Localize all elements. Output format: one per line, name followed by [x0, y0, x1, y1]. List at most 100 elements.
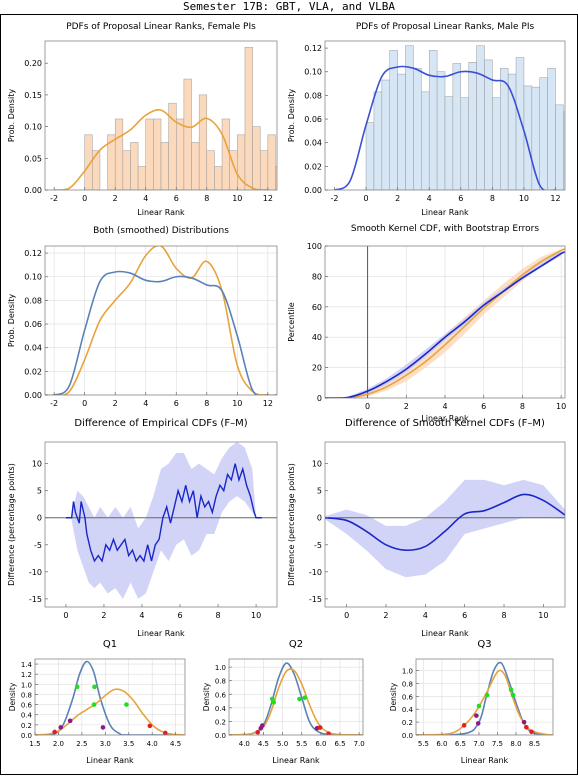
y-tick-label: 0.05 [24, 154, 42, 163]
y-tick-label: 0 [317, 514, 322, 523]
x-tick-label: 10 [232, 399, 242, 408]
x-tick-label: 3.5 [123, 740, 134, 748]
x-tick-label: 5.0 [277, 740, 288, 748]
y-tick-label: 10 [32, 460, 42, 469]
x-tick-label: 7.0 [354, 740, 365, 748]
histogram-bar [259, 150, 269, 190]
x-tick-label: 7.5 [492, 740, 503, 748]
y-tick-label: 0.2 [21, 722, 32, 730]
y-tick-label: 0.4 [21, 712, 33, 720]
histogram-bar [452, 63, 462, 190]
plot-area-female-hist [54, 47, 291, 190]
chart-title: Q1 [103, 639, 117, 650]
histogram-bar [145, 118, 154, 190]
y-tick-label: 0.15 [24, 91, 42, 100]
quantile-marker [58, 725, 64, 730]
quantile-marker [461, 723, 467, 728]
x-tick-label: 6.5 [455, 740, 466, 748]
quantile-marker [508, 687, 514, 693]
series-line [35, 660, 185, 735]
y-tick-label: 0.08 [304, 91, 322, 100]
chart-title: Difference of Smooth Kernel CDFs (F–M) [345, 418, 545, 429]
histogram-bar [283, 182, 291, 190]
x-tick-label: 4.5 [170, 740, 181, 748]
x-axis-label: Linear Rank [272, 756, 320, 765]
quantile-marker [476, 703, 482, 709]
x-tick-label: 8.0 [510, 740, 521, 748]
plot-frame [34, 658, 186, 736]
histogram-bar [381, 79, 390, 190]
quantile-marker [326, 731, 331, 735]
chart-kde-diff: 0 2 4 6 8 10 -15 -10 -5 0 5 10 Difference of Smooth … [287, 418, 566, 638]
x-axis-label: Linear Rank [421, 414, 469, 423]
chart-title: Q3 [477, 639, 491, 650]
chart-both-dist: -2 0 2 4 6 8 10 12 0.00 0.02 0.04 0.06 0.08 0.10 0.12 B… [7, 226, 278, 408]
histogram-bar [153, 118, 162, 190]
y-axis-label: Percentile [287, 302, 296, 342]
chart-title: Smooth Kernel CDF, with Bootstrap Errors [351, 224, 539, 234]
quantile-marker [92, 684, 97, 690]
x-tick-label: 6 [174, 399, 179, 408]
histogram-bar [214, 166, 223, 190]
histogram-bar [365, 122, 375, 190]
x-tick-label: 6.5 [334, 740, 345, 748]
x-tick-label: 12 [550, 194, 560, 203]
y-tick-label: -10 [309, 568, 322, 577]
histogram-bar [547, 67, 556, 190]
chart-q3: 5.5 6.0 6.5 7.0 7.5 8.0 8.5 0.0 0.2 0.4 0.6 0.8 1.0 Q… [389, 639, 554, 765]
x-tick-label: 8 [501, 611, 506, 620]
y-tick-label: 0.0 [215, 732, 226, 740]
x-tick-label: 4 [423, 611, 428, 620]
histogram-bar [523, 85, 533, 190]
series-line [325, 493, 565, 552]
histogram-bar [436, 71, 446, 190]
y-tick-label: 0.08 [24, 296, 42, 305]
y-axis-label: Density [389, 682, 398, 711]
y-tick-label: 0.0 [21, 732, 32, 740]
x-tick-label: 10 [538, 611, 548, 620]
histogram-bar [397, 73, 406, 190]
x-tick-label: 2 [404, 402, 409, 411]
x-tick-label: 0 [82, 194, 87, 203]
x-tick-label: 4 [143, 194, 148, 203]
histogram-bar [92, 150, 101, 190]
histogram-bar [373, 91, 383, 190]
chart-title: Both (smoothed) Distributions [93, 226, 229, 236]
y-tick-label: 0.00 [24, 186, 42, 195]
plot-area-emp-diff [45, 442, 277, 599]
series-line [416, 661, 553, 735]
x-tick-label: 2 [395, 194, 400, 203]
quantile-marker [521, 719, 527, 725]
y-tick-label: 5 [317, 487, 322, 496]
plot-frame [44, 245, 278, 396]
chart-q1: 1.5 2.0 2.5 3.0 3.5 4.0 4.5 0.0 0.2 0.4 0.6 0.8 1.0 1… [8, 639, 186, 765]
y-tick-label: 0.6 [21, 702, 33, 710]
y-tick-label: 0 [37, 514, 42, 523]
x-axis-label: Linear Rank [86, 756, 134, 765]
histogram-bar [176, 118, 185, 190]
histogram-bar [515, 57, 525, 190]
y-tick-label: -15 [29, 595, 42, 604]
quantile-marker [74, 684, 80, 690]
plot-area-male-hist [334, 45, 577, 190]
x-axis-label: Linear Rank [421, 629, 469, 638]
histogram-bar [571, 171, 577, 190]
quantile-marker [302, 695, 308, 700]
y-tick-label: 0.00 [24, 391, 42, 400]
series-line [325, 251, 565, 398]
x-tick-label: 6 [481, 402, 486, 411]
histogram-bar [275, 166, 277, 190]
y-tick-label: 0.8 [215, 678, 226, 686]
quantile-marker [510, 692, 516, 698]
x-tick-label: 10 [519, 194, 529, 203]
quantile-marker [297, 696, 302, 702]
histogram-bar [421, 91, 430, 190]
histogram-bar [460, 97, 469, 190]
x-tick-label: 2 [101, 611, 106, 620]
x-tick-label: 10 [251, 611, 261, 620]
x-tick-label: 3.0 [100, 740, 111, 748]
quantile-marker [529, 729, 534, 735]
plot-frame [324, 40, 566, 191]
y-tick-label: 0.00 [304, 186, 322, 195]
